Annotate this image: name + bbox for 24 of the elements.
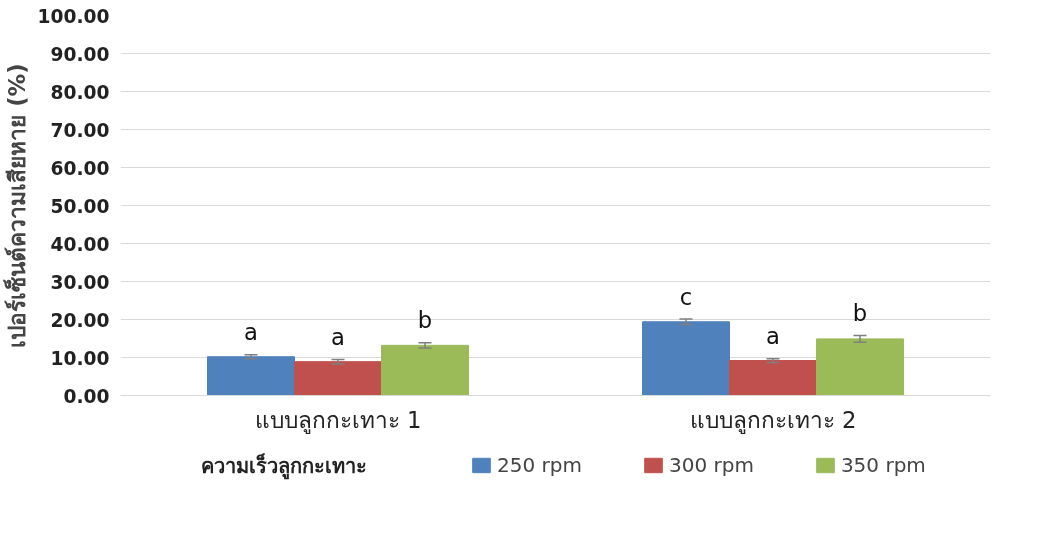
data-label: c	[679, 283, 693, 310]
y-tick-label: 40.00	[50, 233, 110, 255]
data-label: a	[766, 323, 780, 350]
legend-label: 250 rpm	[497, 453, 582, 477]
y-axis-title: เปอร์เซ็นต์ความเสียหาย (%)	[2, 63, 30, 348]
y-tick-label: 10.00	[50, 347, 110, 369]
data-label: b	[852, 299, 868, 326]
y-tick-label: 100.00	[37, 5, 110, 27]
y-tick-label: 60.00	[50, 157, 110, 179]
y-tick-label: 90.00	[50, 43, 110, 65]
legend-label: 300 rpm	[668, 453, 754, 477]
y-tick-label: 50.00	[50, 195, 110, 217]
legend-label: 350 rpm	[840, 453, 926, 477]
y-tick-label: 20.00	[50, 309, 110, 331]
legend-title: ความเร็วลูกกะเทาะ	[200, 452, 367, 480]
y-tick-label: 80.00	[50, 81, 110, 103]
data-label: b	[417, 307, 433, 334]
data-label: a	[244, 319, 258, 346]
x-tick-label: แบบลูกกะเทาะ 2	[689, 406, 857, 434]
x-tick-label: แบบลูกกะเทาะ 1	[254, 406, 422, 434]
data-label: a	[331, 323, 345, 350]
y-tick-label: 30.00	[50, 271, 110, 293]
y-tick-label: 70.00	[50, 119, 110, 141]
y-tick-label: 0.00	[63, 385, 110, 407]
